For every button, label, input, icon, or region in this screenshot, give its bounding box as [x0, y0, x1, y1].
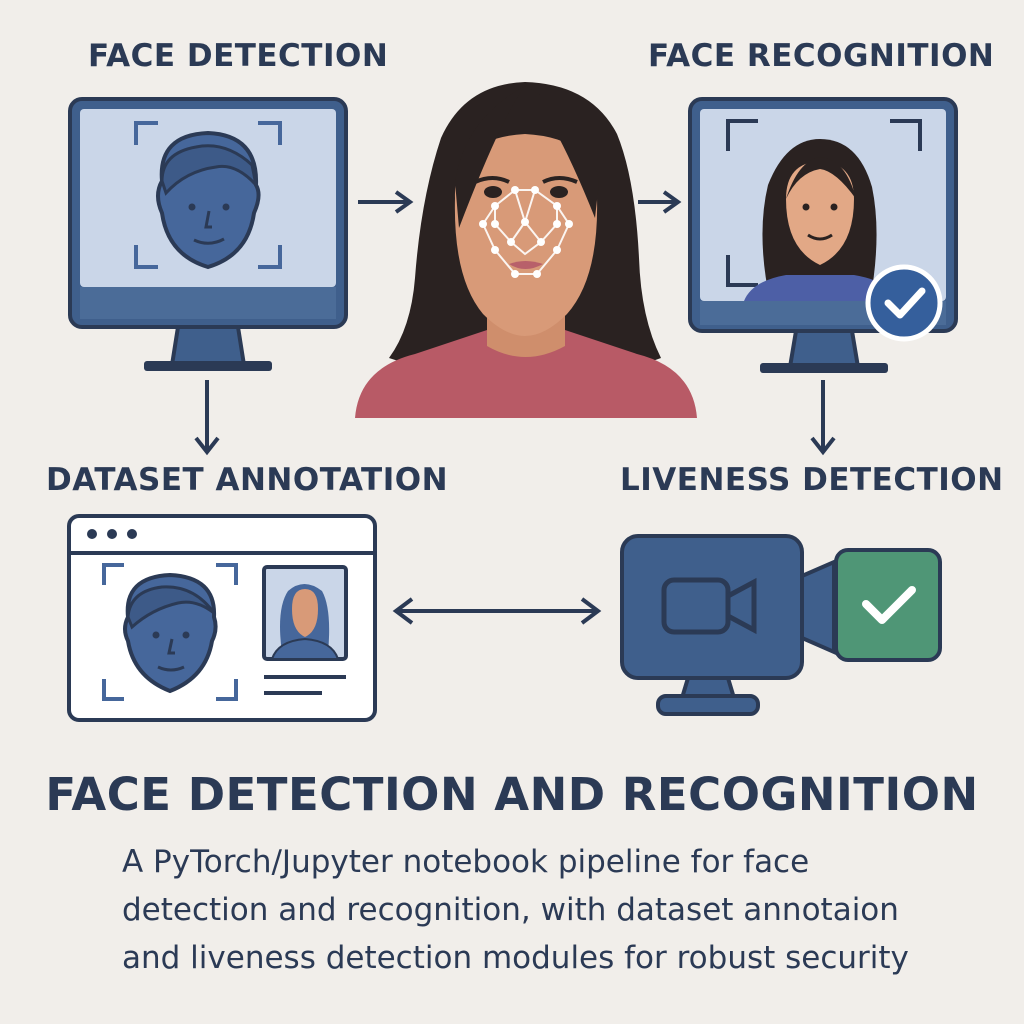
description-line: and liveness detection modules for robus…	[122, 940, 909, 976]
description: A PyTorch/Jupyter notebook pipeline for …	[122, 838, 982, 982]
description-line: detection and recognition, with dataset …	[122, 892, 899, 928]
checkmark-icon	[834, 548, 942, 662]
male-face-icon	[156, 130, 261, 270]
main-title: FACE DETECTION AND RECOGNITION	[45, 768, 979, 821]
arrow-down-icon	[194, 380, 220, 456]
description-line: A PyTorch/Jupyter notebook pipeline for …	[122, 844, 810, 880]
arrow-right-icon	[358, 190, 414, 214]
arrow-right-icon	[638, 190, 682, 214]
face-detection-monitor-icon	[68, 97, 348, 371]
double-arrow-icon	[392, 597, 602, 625]
face-recognition-monitor-icon	[688, 97, 958, 373]
woman-portrait	[355, 82, 697, 418]
annotation-browser-window-icon	[67, 514, 377, 722]
label-dataset-annotation: DATASET ANNOTATION	[46, 462, 449, 498]
arrow-down-icon	[810, 380, 836, 456]
checkmark-icon	[865, 264, 943, 342]
male-face-icon	[123, 572, 218, 694]
label-face-recognition: FACE RECOGNITION	[648, 38, 995, 74]
focus-corner-brackets	[134, 121, 282, 269]
liveness-video-camera-icon	[620, 534, 942, 716]
label-face-detection: FACE DETECTION	[88, 38, 389, 74]
label-liveness-detection: LIVENESS DETECTION	[620, 462, 1004, 498]
video-icon	[661, 577, 757, 635]
